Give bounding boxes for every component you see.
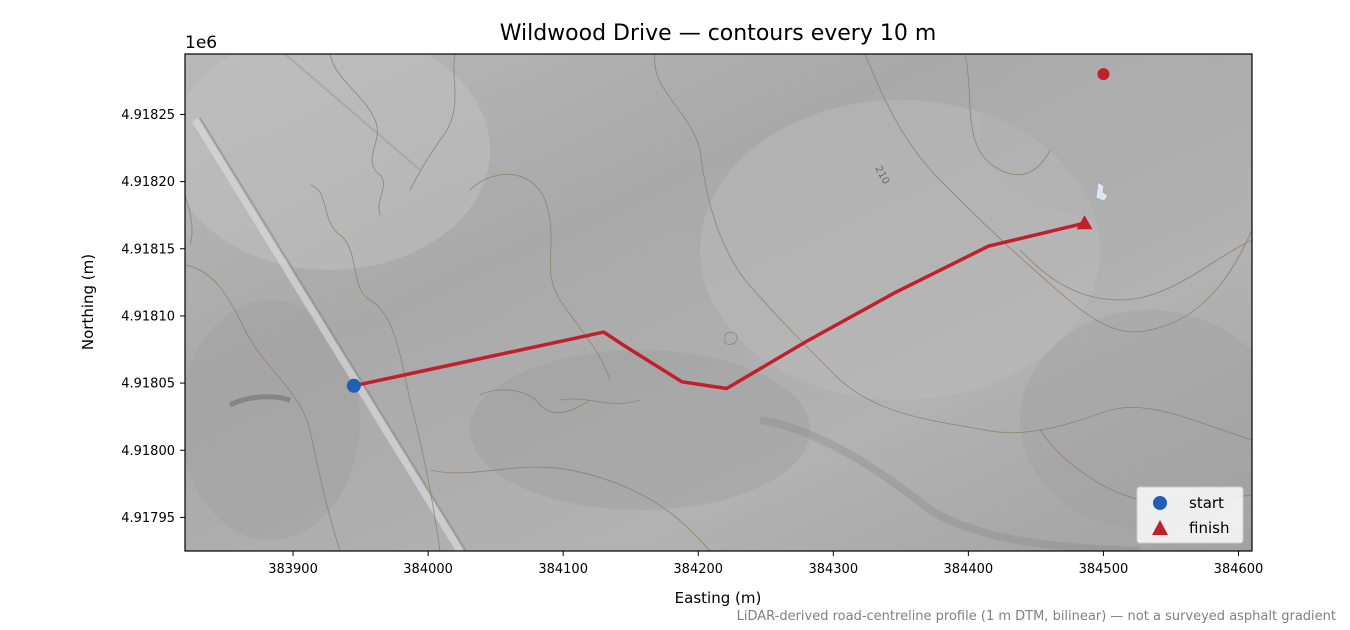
- y-tick-label: 4.91825: [121, 108, 175, 123]
- y-axis-label: Northing (m): [79, 254, 97, 350]
- y-axis: 4.91795 4.91800 4.91805 4.91810 4.91815 4.918…: [121, 108, 185, 526]
- legend-start-marker: [1153, 496, 1167, 510]
- legend: start finish: [1136, 486, 1244, 544]
- offset-label: 1e6: [185, 33, 217, 53]
- y-tick-label: 4.91815: [121, 242, 175, 257]
- x-tick-label: 384600: [1214, 562, 1264, 577]
- y-tick-label: 4.91795: [121, 511, 175, 526]
- legend-finish-marker: [1152, 520, 1168, 535]
- start-marker: [346, 378, 361, 393]
- route-layer: [346, 68, 1110, 393]
- x-tick-label: 384500: [1079, 562, 1129, 577]
- x-axis: 383900 384000 384100 384200 384300 384400 3845…: [268, 551, 1263, 577]
- legend-start-label: start: [1189, 494, 1224, 512]
- footnote: LiDAR-derived road-centreline profile (1…: [737, 609, 1336, 624]
- finish-marker: [1076, 215, 1093, 230]
- x-tick-label: 384400: [944, 562, 994, 577]
- x-tick-label: 384300: [808, 562, 858, 577]
- x-axis-label: Easting (m): [675, 589, 762, 607]
- y-tick-label: 4.91805: [121, 377, 175, 392]
- y-tick-label: 4.91810: [121, 309, 175, 324]
- x-tick-label: 384000: [403, 562, 453, 577]
- y-tick-label: 4.91800: [121, 444, 175, 459]
- legend-finish-label: finish: [1189, 519, 1229, 537]
- contour-lines: [185, 54, 1252, 551]
- route-line: [353, 221, 1085, 391]
- y-tick-label: 4.91820: [121, 175, 175, 190]
- x-tick-label: 383900: [268, 562, 318, 577]
- x-tick-label: 384200: [673, 562, 723, 577]
- x-tick-label: 384100: [538, 562, 588, 577]
- plot-frame: [184, 53, 1253, 552]
- chart-title: Wildwood Drive — contours every 10 m: [500, 21, 937, 46]
- hillshade-raster: [185, 54, 1252, 551]
- extra-point-marker: [1097, 68, 1110, 81]
